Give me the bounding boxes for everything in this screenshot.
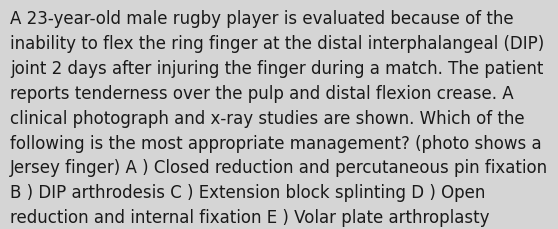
Text: Jersey finger) A ) Closed reduction and percutaneous pin fixation: Jersey finger) A ) Closed reduction and …: [10, 159, 548, 177]
Text: reports tenderness over the pulp and distal flexion crease. A: reports tenderness over the pulp and dis…: [10, 85, 514, 102]
Text: following is the most appropriate management? (photo shows a: following is the most appropriate manage…: [10, 134, 542, 152]
Text: B ) DIP arthrodesis C ) Extension block splinting D ) Open: B ) DIP arthrodesis C ) Extension block …: [10, 183, 485, 201]
Text: clinical photograph and x-ray studies are shown. Which of the: clinical photograph and x-ray studies ar…: [10, 109, 525, 127]
Text: A 23-year-old male rugby player is evaluated because of the: A 23-year-old male rugby player is evalu…: [10, 10, 514, 28]
Text: inability to flex the ring finger at the distal interphalangeal (DIP): inability to flex the ring finger at the…: [10, 35, 544, 53]
Text: joint 2 days after injuring the finger during a match. The patient: joint 2 days after injuring the finger d…: [10, 60, 543, 78]
Text: reduction and internal fixation E ) Volar plate arthroplasty: reduction and internal fixation E ) Vola…: [10, 208, 489, 226]
